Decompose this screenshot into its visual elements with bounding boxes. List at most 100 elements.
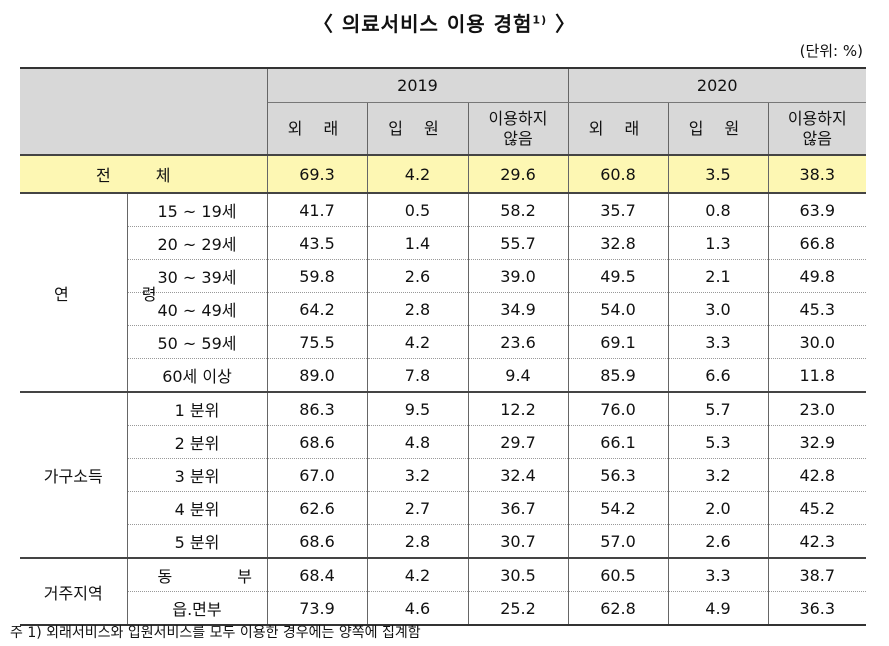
header-row-cols: 외 래 입 원 이용하지 않음 외 래 입 원 이용하지 않음 [20,102,867,155]
row-label: 60세 이상 [127,358,268,393]
table-cell: 49.8 [768,259,867,293]
table-cell: 2.8 [367,524,469,559]
table-row: 5 분위 68.6 2.8 30.7 57.0 2.6 42.3 [20,524,867,559]
table-cell: 69.3 [267,154,368,194]
table-cell: 35.7 [568,193,669,227]
table-cell: 62.8 [568,591,669,626]
table-cell: 2.1 [668,259,769,293]
table-row: 20 ~ 29세 43.5 1.4 55.7 32.8 1.3 66.8 [20,226,867,260]
table-cell: 3.2 [367,458,469,492]
table-cell: 89.0 [267,358,368,393]
header-corner [20,67,268,155]
header-outpatient-2020: 외 래 [568,102,669,155]
table-cell: 38.3 [768,154,867,194]
table-cell: 60.8 [568,154,669,194]
table-cell: 3.2 [668,458,769,492]
table-cell: 23.0 [768,392,867,426]
table-row: 거주지역 동 부 68.4 4.2 30.5 60.5 3.3 38.7 [20,558,867,626]
group-label-age: 연 령 [20,193,157,393]
row-label: 4 분위 [127,491,268,525]
table-cell: 1.3 [668,226,769,260]
table-cell: 39.0 [468,259,569,293]
table-cell: 58.2 [468,193,569,227]
table-row: 40 ~ 49세 64.2 2.8 34.9 54.0 3.0 45.3 [20,292,867,326]
table-cell: 49.5 [568,259,669,293]
table-cell: 76.0 [568,392,669,426]
table-cell: 67.0 [267,458,368,492]
row-label: 40 ~ 49세 [127,292,268,326]
table-cell: 2.6 [367,259,469,293]
table-cell: 29.7 [468,425,569,459]
table-cell: 36.7 [468,491,569,525]
table-cell: 4.9 [668,591,769,626]
header-nonuse-2020: 이용하지 않음 [768,102,867,155]
table-cell: 2.8 [367,292,469,326]
table-cell: 59.8 [267,259,368,293]
table-cell: 57.0 [568,524,669,559]
table-cell: 6.6 [668,358,769,393]
table-row: 2 분위 68.6 4.8 29.7 66.1 5.3 32.9 [20,425,867,459]
table-row: 4 분위 62.6 2.7 36.7 54.2 2.0 45.2 [20,491,867,525]
table-cell: 32.8 [568,226,669,260]
table-cell: 3.3 [668,558,769,592]
table-cell: 64.2 [267,292,368,326]
row-label: 동 부 [127,558,268,592]
table-cell: 7.8 [367,358,469,393]
header-inpatient-2020: 입 원 [668,102,769,155]
table-title: 〈 의료서비스 이용 경험1) 〉 [0,8,889,37]
table-cell: 73.9 [267,591,368,626]
group-label-residence: 거주지역 [20,558,128,626]
table-cell: 2.0 [668,491,769,525]
table-cell: 4.2 [367,154,469,194]
table-cell: 5.7 [668,392,769,426]
table-cell: 25.2 [468,591,569,626]
row-label: 읍.면부 [127,591,268,626]
table-cell: 9.5 [367,392,469,426]
total-label: 전 체 [20,154,268,194]
unit-label: (단위: %) [799,42,863,60]
footnote: 주 1) 외래서비스와 입원서비스를 모두 이용한 경우에는 양쪽에 집계함 [10,625,421,641]
row-label: 50 ~ 59세 [127,325,268,359]
table-cell: 29.6 [468,154,569,194]
table-cell: 55.7 [468,226,569,260]
table-cell: 3.3 [668,325,769,359]
header-inpatient-2019: 입 원 [367,102,469,155]
table-cell: 42.3 [768,524,867,559]
header-nonuse-2019: 이용하지 않음 [468,102,569,155]
table-row: 읍.면부 73.9 4.6 25.2 62.8 4.9 36.3 [20,591,867,626]
table-cell: 85.9 [568,358,669,393]
table-cell: 62.6 [267,491,368,525]
group-label-income: 가구소득 [20,392,128,559]
table-cell: 38.7 [768,558,867,592]
header-year-2020: 2020 [568,67,867,103]
table-cell: 4.2 [367,558,469,592]
table-cell: 45.3 [768,292,867,326]
table-cell: 66.1 [568,425,669,459]
table-cell: 45.2 [768,491,867,525]
row-label: 3 분위 [127,458,268,492]
table-cell: 54.2 [568,491,669,525]
row-label: 30 ~ 39세 [127,259,268,293]
table-cell: 0.5 [367,193,469,227]
table-row: 3 분위 67.0 3.2 32.4 56.3 3.2 42.8 [20,458,867,492]
row-label: 2 분위 [127,425,268,459]
table-cell: 75.5 [267,325,368,359]
table-cell: 41.7 [267,193,368,227]
table-cell: 32.4 [468,458,569,492]
row-label: 5 분위 [127,524,268,559]
table-cell: 63.9 [768,193,867,227]
medical-service-table: 2019 2020 외 래 입 원 이용하지 않음 외 래 입 원 이용하지 않음 … [20,67,867,626]
table-cell: 4.8 [367,425,469,459]
table-cell: 1.4 [367,226,469,260]
table-cell: 68.4 [267,558,368,592]
table-cell: 56.3 [568,458,669,492]
header-year-2019: 2019 [267,67,569,103]
table-cell: 4.2 [367,325,469,359]
total-row: 전 체 69.3 4.2 29.6 60.8 3.5 38.3 [20,154,867,194]
table-row: 60세 이상 89.0 7.8 9.4 85.9 6.6 11.8 [20,358,867,393]
table-row: 50 ~ 59세 75.5 4.2 23.6 69.1 3.3 30.0 [20,325,867,359]
table-cell: 9.4 [468,358,569,393]
table-cell: 0.8 [668,193,769,227]
table-cell: 2.6 [668,524,769,559]
table-title-text: 〈 의료서비스 이용 경험 [312,12,533,36]
